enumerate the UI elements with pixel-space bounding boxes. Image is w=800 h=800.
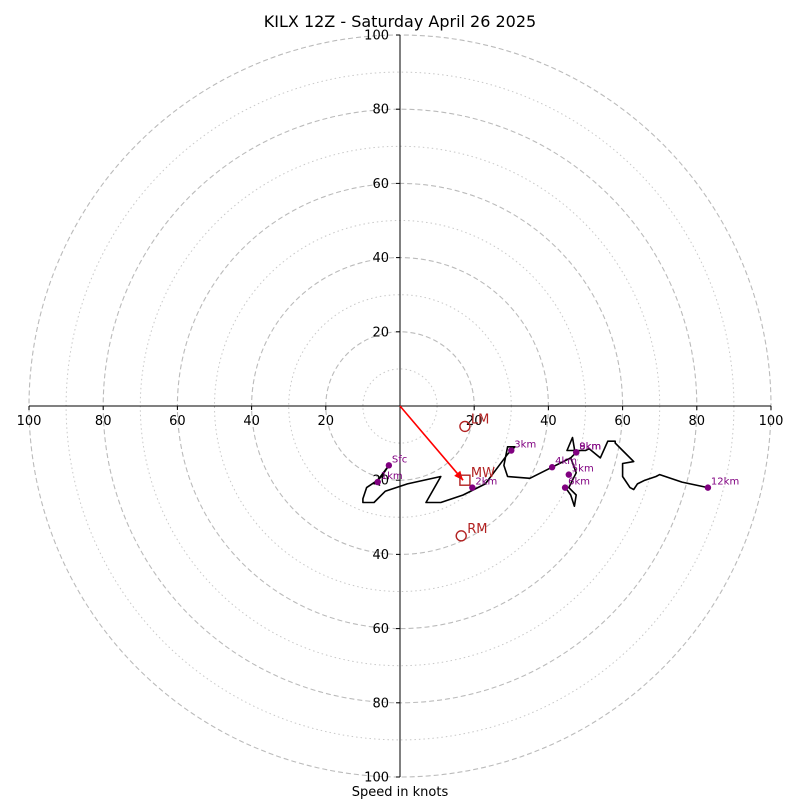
y-tick-label: 80 <box>372 696 389 711</box>
y-tick-label: 100 <box>364 29 389 44</box>
height-marker-label: 6km <box>568 477 590 488</box>
height-marker-label: 5km <box>572 464 594 475</box>
shear-vector-arrowhead <box>454 470 464 481</box>
height-marker-label: 3km <box>514 440 536 451</box>
shear-vector-line <box>399 405 464 481</box>
storm-motion-rm-label: RM <box>467 522 487 537</box>
x-tick-label: 60 <box>169 414 186 429</box>
y-tick-label: 60 <box>372 622 389 637</box>
x-axis-label: Speed in knots <box>352 785 449 800</box>
y-tick-label: 20 <box>372 325 389 340</box>
height-marker-label: Sfc <box>392 454 407 465</box>
height-marker-point <box>704 484 712 491</box>
mid-level-loop <box>564 457 578 508</box>
height-marker-point <box>565 471 573 478</box>
height-marker-label: 8km <box>579 441 601 452</box>
chart-title: KILX 12Z - Saturday April 26 2025 <box>264 12 536 31</box>
height-marker-point <box>385 462 393 469</box>
x-tick-label: 80 <box>689 414 706 429</box>
height-marker-point <box>573 449 580 456</box>
storm-motion-rm-marker <box>455 530 467 542</box>
height-marker-point <box>561 484 569 491</box>
storm-motion-lm-marker <box>459 420 471 433</box>
y-tick-label: 40 <box>372 251 389 266</box>
x-tick-label: 100 <box>17 414 42 429</box>
storm-motions: LM MW RM <box>455 412 495 542</box>
x-tick-label: 40 <box>243 414 260 429</box>
shear-vector <box>399 405 464 481</box>
x-tick-label: 40 <box>540 414 557 429</box>
storm-motion-lm-label: LM <box>471 412 489 427</box>
height-marker-point <box>508 447 515 454</box>
height-marker-point <box>469 484 476 491</box>
x-tick-label: 20 <box>318 414 335 429</box>
height-marker-point <box>374 478 381 486</box>
y-tick-label: 40 <box>372 548 389 563</box>
storm-motion-mw-marker <box>459 474 471 486</box>
y-tick-label: 100 <box>364 771 389 786</box>
y-tick-label: 80 <box>372 103 389 118</box>
x-tick-label: 60 <box>614 414 631 429</box>
height-marker-label: 12km <box>711 477 739 488</box>
height-marker-point <box>548 464 556 471</box>
height-marker-label: 1km <box>381 471 403 482</box>
x-tick-label: 100 <box>759 414 784 429</box>
storm-motion-mw-label: MW <box>471 466 495 481</box>
x-tick-label: 80 <box>95 414 112 429</box>
y-tick-label: 60 <box>372 177 389 192</box>
height-marker-label: 4km <box>555 456 577 467</box>
height-marker-label: 9km <box>579 441 601 452</box>
height-marker-label: 2km <box>475 477 497 488</box>
